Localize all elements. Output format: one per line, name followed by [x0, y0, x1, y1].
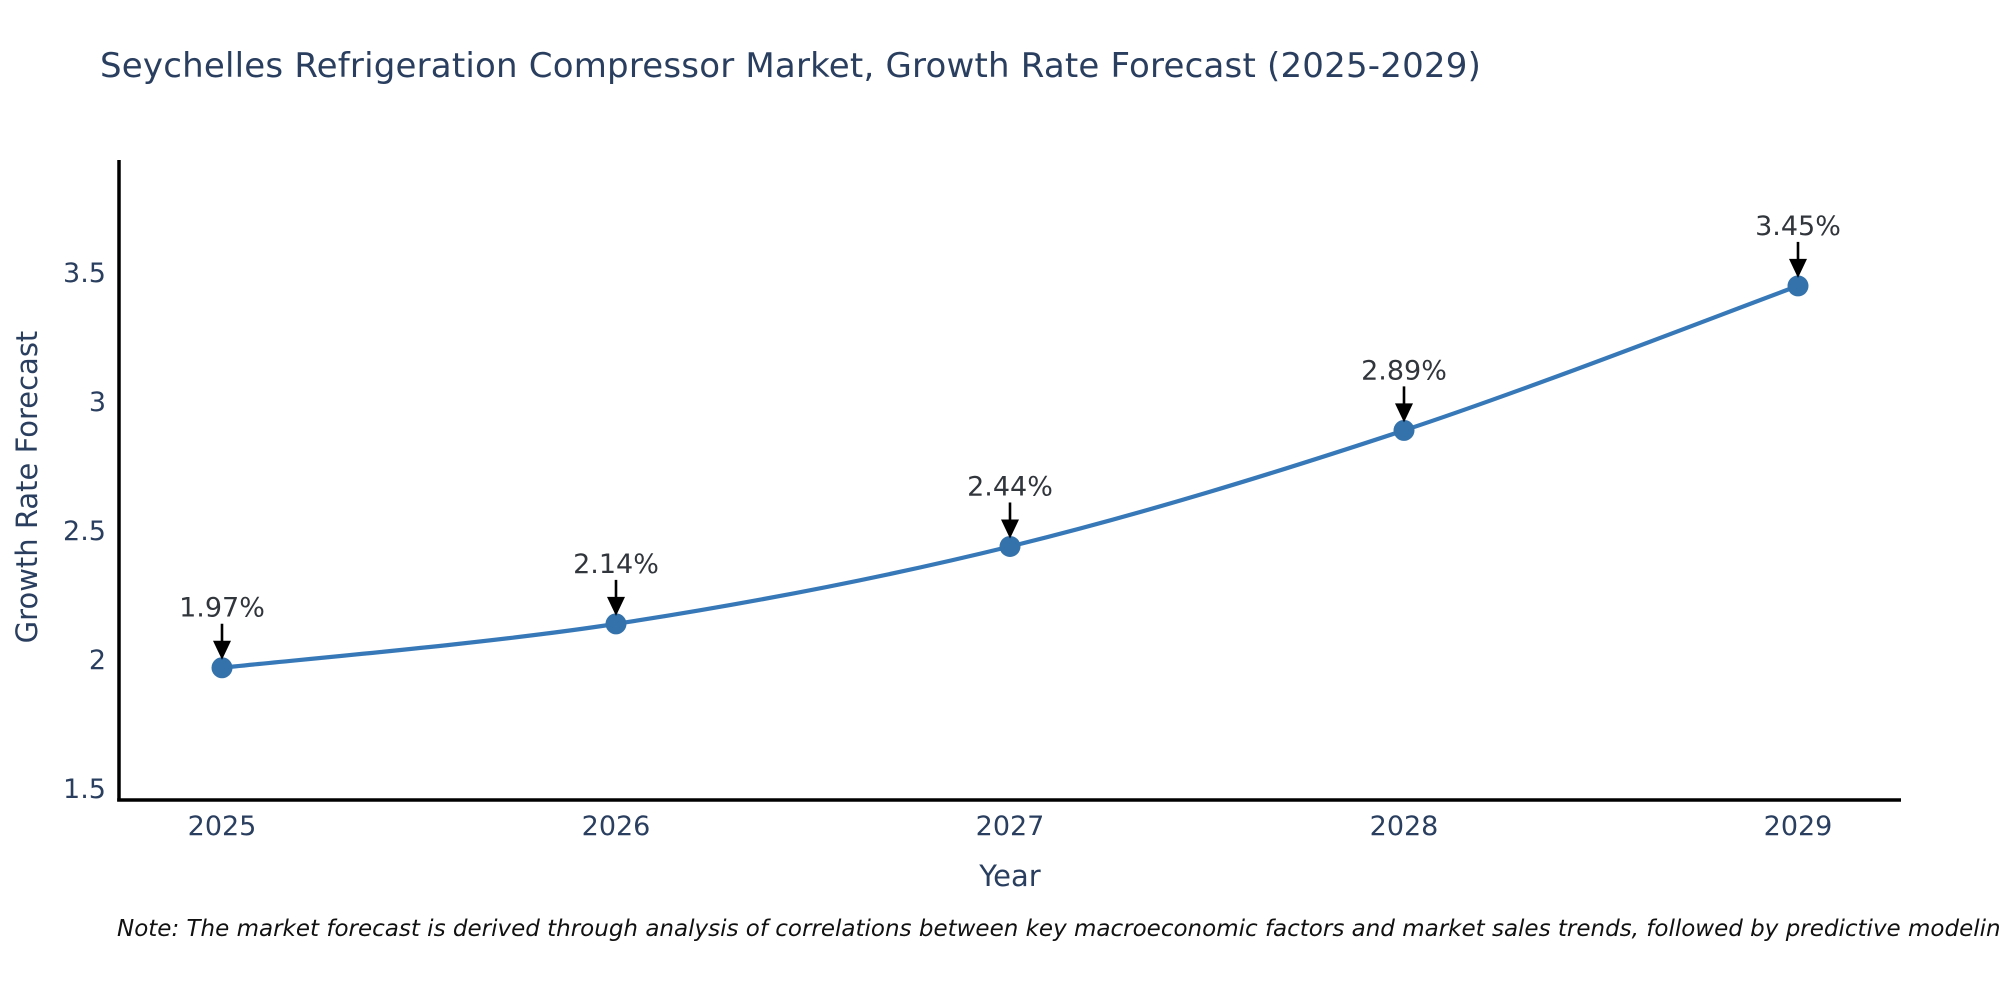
point-value-label: 1.97%	[179, 593, 265, 624]
data-point-marker	[1393, 419, 1415, 441]
x-tick-label: 2028	[1370, 811, 1439, 842]
x-tick-label: 2027	[976, 811, 1045, 842]
y-tick-label: 2	[89, 645, 106, 676]
chart-title: Seychelles Refrigeration Compressor Mark…	[100, 46, 1482, 86]
point-value-label: 2.14%	[573, 549, 659, 580]
data-point-marker	[999, 535, 1021, 557]
point-value-label: 2.89%	[1361, 355, 1447, 386]
y-tick-label: 1.5	[63, 774, 106, 805]
annotation-arrowhead	[1789, 258, 1807, 278]
data-point-marker	[211, 657, 233, 679]
data-point-marker	[605, 613, 627, 635]
footnote: Note: The market forecast is derived thr…	[117, 916, 2000, 942]
annotation-arrowhead	[1395, 403, 1413, 423]
y-tick-label: 3	[89, 387, 106, 418]
data-point-marker	[1787, 275, 1809, 297]
x-tick-label: 2026	[582, 811, 651, 842]
point-value-label: 3.45%	[1755, 211, 1841, 242]
y-tick-label: 3.5	[63, 258, 106, 289]
annotation-arrowhead	[607, 596, 625, 616]
annotation-arrowhead	[213, 640, 231, 660]
annotation-arrowhead	[1001, 519, 1019, 539]
x-tick-label: 2029	[1764, 811, 1833, 842]
x-axis-title: Year	[979, 859, 1041, 893]
y-tick-label: 2.5	[63, 516, 106, 547]
point-value-label: 2.44%	[967, 471, 1053, 502]
x-tick-label: 2025	[188, 811, 257, 842]
